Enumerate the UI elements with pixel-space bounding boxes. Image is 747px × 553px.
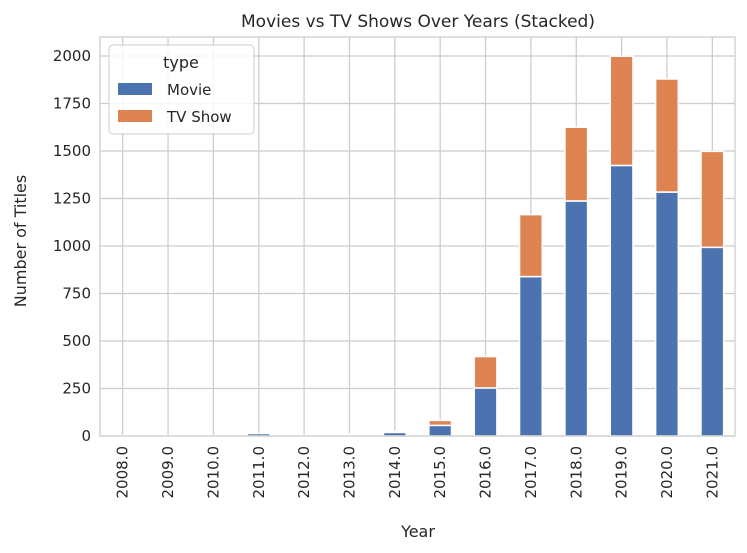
bar-movie (609, 164, 634, 437)
bar-tv-show (382, 430, 407, 434)
bar-tv-show (473, 355, 498, 389)
x-tick-label: 2014.0 (386, 446, 404, 499)
y-tick-label: 1750 (53, 95, 91, 113)
bar-tv-show (700, 150, 725, 249)
bar-movie (700, 246, 725, 437)
x-tick-labels: 2008.0 2009.0 2010.0 2011.0 2012.0 2013.0 2014… (114, 446, 722, 499)
x-tick-label: 2011.0 (250, 446, 268, 499)
y-tick-label: 250 (62, 380, 91, 398)
y-tick-label: 1500 (53, 142, 91, 160)
x-tick-label: 2012.0 (295, 446, 313, 499)
y-tick-label: 750 (62, 285, 91, 303)
y-tick-label: 1000 (53, 237, 91, 255)
x-tick-label: 2008.0 (114, 446, 132, 499)
y-tick-label: 500 (62, 332, 91, 350)
x-tick-label: 2013.0 (340, 446, 358, 499)
x-tick-label: 2009.0 (159, 446, 177, 499)
x-tick-label: 2021.0 (703, 446, 721, 499)
bar-tv-show (654, 78, 680, 193)
x-tick-label: 2017.0 (522, 446, 540, 499)
x-axis-label: Year (400, 522, 435, 541)
bar-movie (428, 424, 453, 437)
bar-tv-show (564, 126, 589, 202)
bar-tv-show (518, 213, 543, 278)
bar-tv-show (428, 419, 453, 427)
legend-label-tv-show: TV Show (166, 108, 232, 126)
x-tick-label: 2015.0 (431, 446, 449, 499)
chart-title: Movies vs TV Shows Over Years (Stacked) (241, 12, 595, 32)
legend: type Movie TV Show (108, 44, 255, 135)
x-tick-label: 2018.0 (567, 446, 585, 499)
y-tick-label: 1250 (53, 190, 91, 208)
y-axis-label: Number of Titles (11, 175, 30, 308)
bar-movie (564, 200, 589, 437)
bar-tv-show (609, 55, 634, 167)
bar-movie (518, 275, 543, 437)
x-tick-label: 2010.0 (204, 446, 222, 499)
y-tick-label: 2000 (53, 47, 91, 65)
legend-swatch-tv-show (118, 110, 152, 122)
x-tick-label: 2020.0 (658, 446, 676, 499)
y-tick-labels: 0 250 500 750 1000 1250 1500 1750 2000 (53, 47, 91, 445)
x-tick-label: 2019.0 (613, 446, 631, 499)
bar-tv-show (337, 433, 362, 436)
plot-frame (99, 36, 736, 437)
legend-swatch-movie (118, 83, 152, 95)
x-tick-label: 2016.0 (477, 446, 495, 499)
legend-title: type (163, 53, 199, 72)
bar-movie (654, 191, 680, 437)
legend-label-movie: Movie (167, 81, 211, 99)
bar-movie (473, 387, 498, 437)
bars (110, 55, 725, 437)
y-tick-label: 0 (81, 427, 91, 445)
